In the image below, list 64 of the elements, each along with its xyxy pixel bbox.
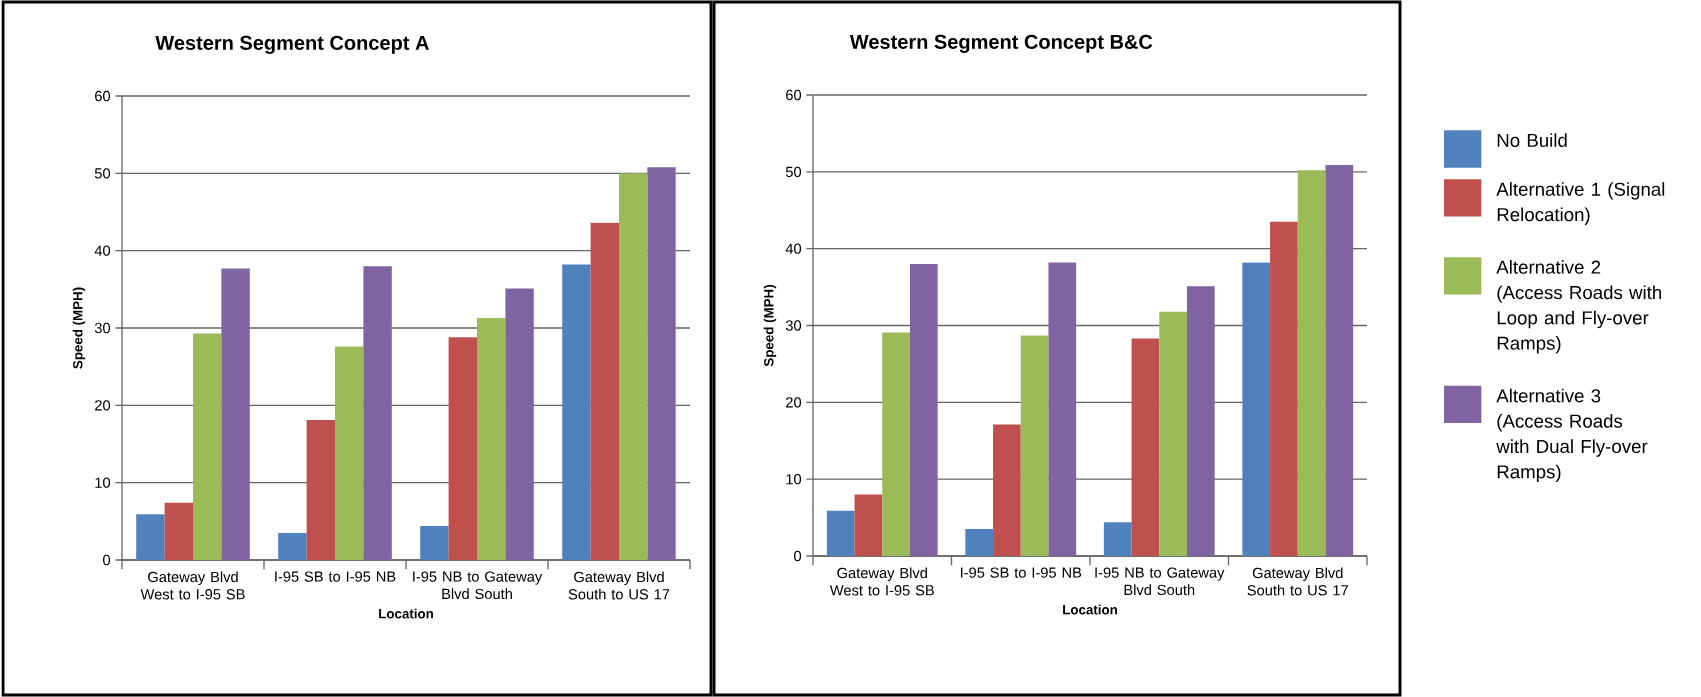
bar — [1186, 286, 1215, 556]
bar — [826, 510, 855, 556]
bar — [1242, 262, 1271, 556]
y-tick-label: 20 — [95, 400, 111, 411]
y-axis-title: Speed (MPH) — [72, 287, 86, 369]
bar — [854, 494, 883, 556]
x-axis-title: Location — [379, 608, 433, 619]
x-tick-label: Gateway Blvd South to US 17 — [1247, 567, 1348, 596]
bar — [278, 532, 307, 560]
x-tick-label: I-95 NB to Gateway Blvd South — [1095, 567, 1225, 596]
y-tick-label: 30 — [785, 320, 802, 331]
bar — [477, 317, 506, 560]
x-tick-label: I-95 SB to I-95 NB — [960, 567, 1082, 578]
bar — [909, 264, 938, 556]
bar — [1297, 170, 1326, 556]
bar — [1103, 522, 1132, 556]
bar — [136, 514, 165, 560]
bar — [335, 346, 364, 560]
bar — [965, 529, 994, 556]
legend-label: No Build — [1497, 133, 1567, 147]
y-tick-label: 40 — [785, 243, 802, 254]
y-tick-label: 0 — [103, 554, 111, 566]
chart-title: Western Segment Concept A — [155, 35, 429, 54]
bar — [363, 266, 392, 560]
bar — [590, 222, 619, 560]
y-tick-label: 30 — [94, 322, 111, 334]
bar — [1159, 311, 1187, 556]
bar — [1131, 338, 1160, 556]
legend-label: Alternative 3 (Access Roads with Dual Fly-over Ramps) — [1496, 388, 1648, 483]
legend-label: Alternative 1 (Signal Relocation) — [1496, 182, 1665, 225]
bar — [1048, 262, 1077, 556]
y-tick-label: 10 — [786, 473, 802, 485]
y-tick-label: 60 — [95, 90, 111, 102]
y-tick-label: 60 — [786, 89, 802, 101]
y-tick-label: 50 — [785, 166, 802, 178]
bar — [562, 264, 591, 560]
bar — [505, 288, 534, 560]
x-tick-label: I-95 SB to I-95 NB — [275, 571, 396, 582]
chart-title: Western Segment Concept B&C — [849, 34, 1153, 53]
y-axis-title: Speed (MPH) — [763, 285, 777, 367]
bar — [193, 333, 222, 560]
bar — [647, 167, 676, 560]
y-tick-label: 10 — [95, 477, 111, 488]
y-tick-label: 50 — [94, 168, 111, 179]
bar — [993, 424, 1021, 556]
legend-label: Alternative 2 (Access Roads with Loop and Fly-over Ramps) — [1496, 260, 1662, 354]
x-tick-label: Gateway Blvd West to I-95 SB — [140, 571, 245, 600]
bar — [619, 173, 648, 560]
bar — [221, 268, 250, 560]
x-tick-label: I-95 NB to Gateway Blvd South — [413, 571, 543, 600]
y-tick-label: 20 — [786, 397, 802, 408]
bar — [420, 525, 449, 560]
bar — [1020, 335, 1049, 556]
bar — [448, 337, 478, 560]
bar — [1270, 221, 1298, 556]
bar — [882, 332, 910, 556]
x-tick-label: Gateway Blvd West to I-95 SB — [829, 567, 934, 596]
x-tick-label: Gateway Blvd South to US 17 — [568, 571, 670, 600]
y-tick-label: 0 — [794, 550, 802, 562]
bar — [164, 502, 194, 560]
x-axis-title: Location — [1063, 604, 1117, 615]
y-tick-label: 40 — [94, 245, 111, 256]
bar — [1325, 164, 1354, 556]
bar — [306, 420, 336, 560]
